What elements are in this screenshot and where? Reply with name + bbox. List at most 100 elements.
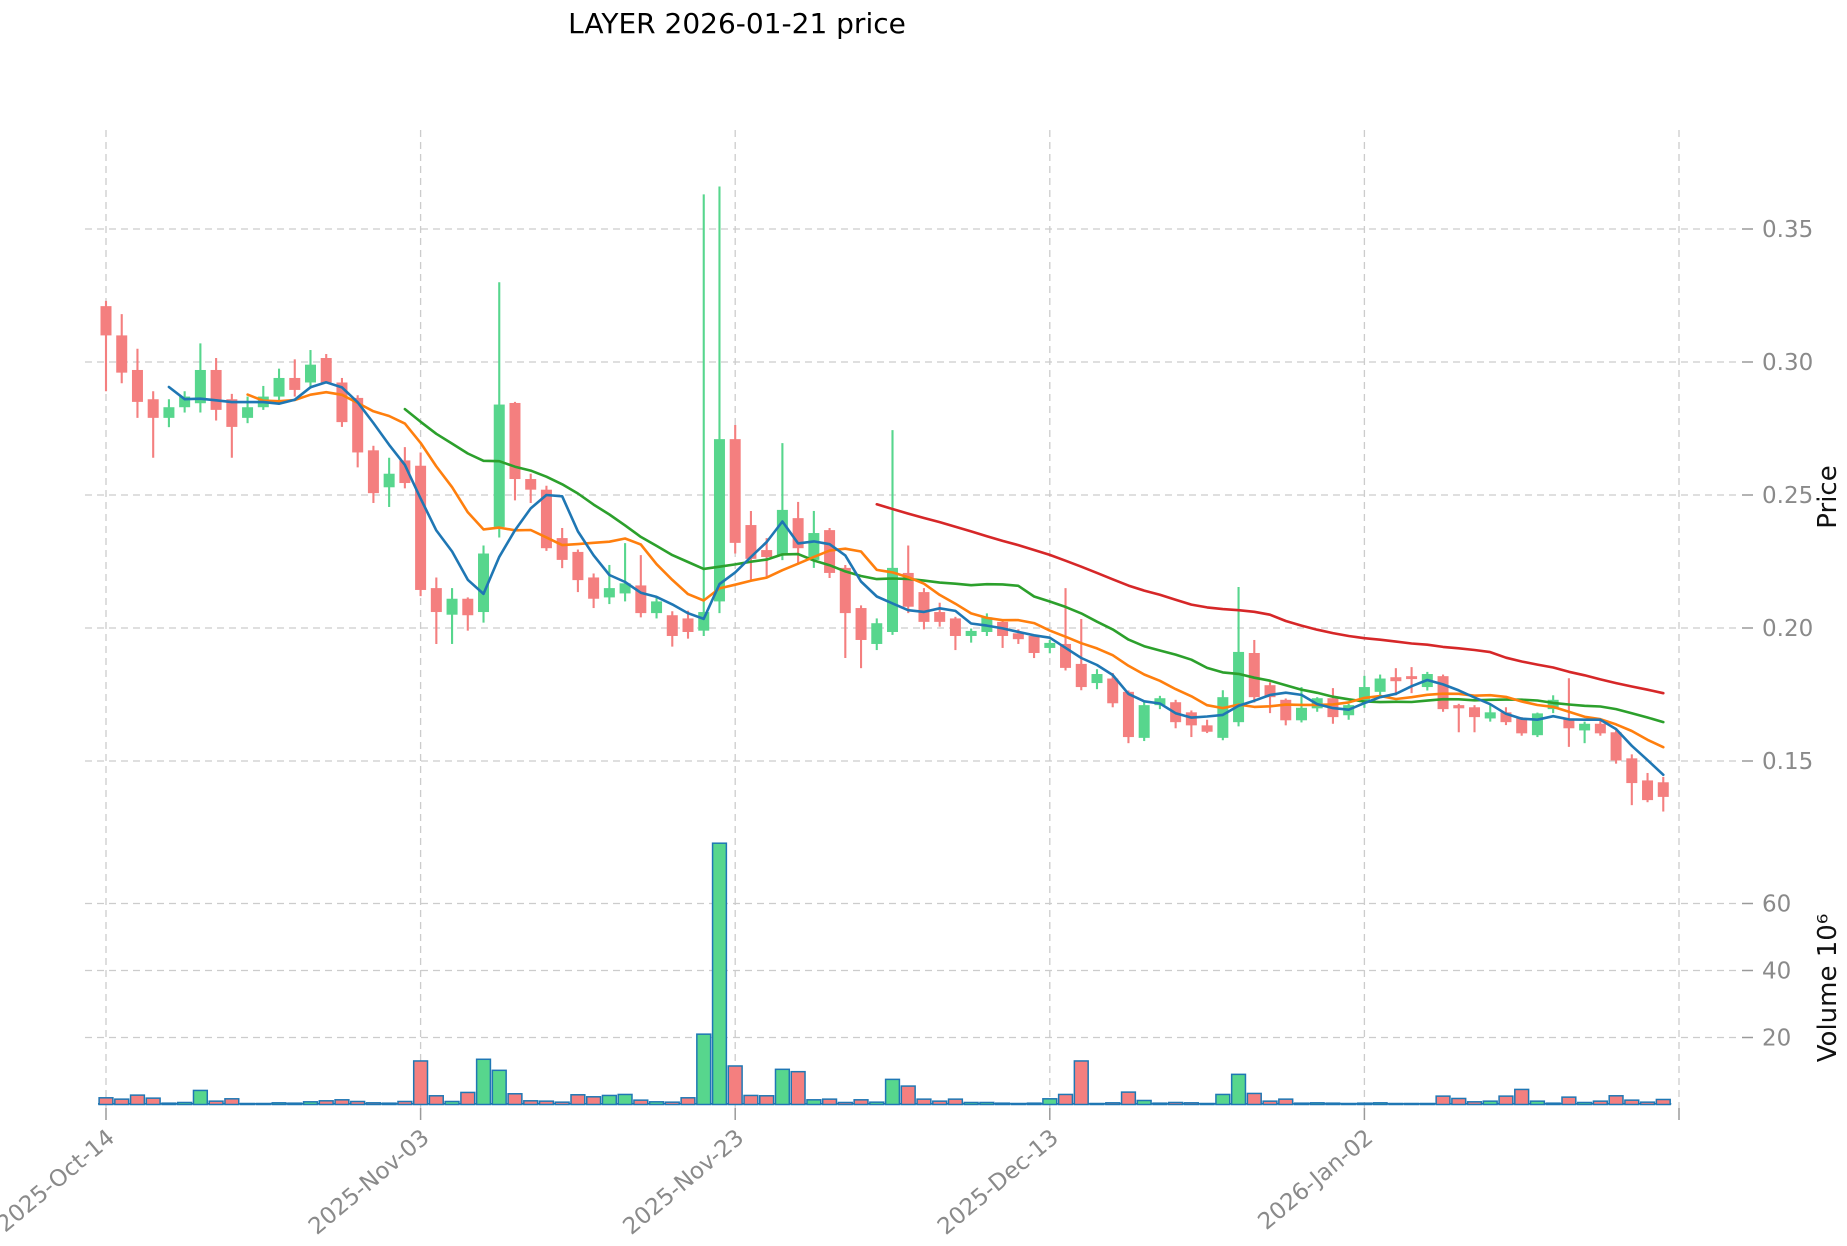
candle-body — [1012, 633, 1024, 640]
volume-bar — [1624, 1099, 1640, 1106]
volume-bar — [1356, 1102, 1373, 1106]
volume-bar — [428, 1095, 444, 1106]
candle-body — [1500, 712, 1512, 723]
candle-body — [1531, 713, 1543, 736]
volume-bar — [1026, 1102, 1042, 1106]
volume-bar — [947, 1098, 964, 1106]
candle-body — [1547, 699, 1559, 710]
candle-body — [1217, 697, 1229, 738]
volume-bar — [397, 1100, 413, 1106]
volume-bar — [1639, 1101, 1656, 1106]
candle-body — [446, 598, 458, 615]
volume-bar — [1136, 1099, 1152, 1106]
volume-bar — [239, 1102, 256, 1106]
ma-line-sma50 — [875, 502, 1665, 695]
volume-bar — [192, 1089, 209, 1106]
candle-body — [745, 525, 757, 559]
candle-body — [304, 364, 316, 383]
candle-body — [1594, 723, 1606, 734]
volume-bar — [177, 1101, 193, 1106]
volume-bar — [853, 1099, 869, 1106]
candle-body — [1138, 705, 1150, 738]
volume-axis-title: Volume 10⁶ — [1813, 914, 1843, 1062]
candle-body — [839, 567, 851, 614]
candle-body — [1374, 678, 1386, 692]
volume-bar — [1073, 1060, 1089, 1106]
volume-bar — [224, 1098, 240, 1106]
candle-body — [1626, 758, 1638, 784]
candle-body — [336, 382, 348, 423]
candle-body — [1406, 676, 1418, 680]
volume-bar — [145, 1097, 161, 1106]
candle-body — [1154, 698, 1166, 706]
candle-body — [1484, 712, 1496, 719]
candle-body — [147, 399, 159, 418]
candle-body — [226, 399, 238, 427]
volume-bar — [696, 1033, 712, 1106]
volume-bar — [1293, 1102, 1310, 1106]
x-tick-label: 2026-Jan-02 — [1253, 1125, 1378, 1236]
candle-body — [210, 369, 222, 410]
candle-body — [1264, 685, 1276, 698]
price-tick-label: 0.15 — [1762, 749, 1813, 775]
candle-body — [934, 612, 946, 622]
volume-bar — [1167, 1101, 1184, 1106]
volume-bar — [963, 1101, 979, 1106]
volume-bar — [1309, 1102, 1325, 1106]
volume-bar — [98, 1097, 114, 1106]
candle-body — [179, 396, 191, 408]
volume-bar — [727, 1065, 743, 1106]
volume-bar — [711, 842, 728, 1106]
volume-bar — [129, 1094, 146, 1106]
volume-bar — [114, 1098, 130, 1106]
volume-bar — [617, 1093, 633, 1106]
candle-body — [776, 509, 788, 556]
volume-bar — [271, 1102, 287, 1106]
volume-panel — [98, 842, 1672, 1106]
volume-bar — [916, 1098, 932, 1106]
candle-body — [729, 439, 741, 543]
candle-body — [1469, 707, 1481, 718]
candle-body — [651, 601, 663, 614]
volume-bar — [1403, 1102, 1420, 1106]
volume-bar — [1655, 1098, 1671, 1106]
volume-bar — [869, 1101, 885, 1106]
volume-bar — [1010, 1102, 1026, 1106]
volume-bar — [475, 1058, 492, 1106]
volume-bar — [334, 1099, 350, 1106]
candle-body — [713, 439, 725, 602]
volume-bar — [1592, 1100, 1608, 1106]
volume-bar — [538, 1100, 555, 1106]
candle-body — [635, 585, 647, 614]
candle-body — [430, 588, 442, 613]
candle-body — [163, 407, 175, 418]
volume-bar — [444, 1100, 460, 1106]
candle-body — [415, 465, 427, 590]
candle-body — [1516, 718, 1528, 734]
volume-bar — [759, 1095, 775, 1106]
volume-bar — [1215, 1093, 1231, 1106]
candle-body — [273, 377, 285, 397]
volume-bar — [523, 1100, 539, 1106]
volume-bar — [208, 1100, 224, 1106]
candle-body — [1028, 635, 1040, 654]
candle-body — [855, 608, 867, 640]
volume-bar — [1388, 1102, 1404, 1106]
x-tick-label: 2025-Nov-03 — [304, 1125, 435, 1240]
volume-bar — [1105, 1102, 1121, 1106]
volume-bar — [633, 1099, 649, 1106]
price-tick-label: 0.20 — [1762, 616, 1813, 642]
candle-body — [1060, 643, 1072, 668]
ma-line-sma20 — [403, 407, 1665, 724]
candle-body — [194, 369, 206, 404]
price-panel — [100, 186, 1669, 812]
volume-bar — [1576, 1101, 1593, 1106]
candle-body — [1091, 674, 1103, 684]
candle-body — [1610, 732, 1622, 761]
volume-bar — [1529, 1100, 1546, 1106]
candle-body — [1453, 705, 1465, 709]
volume-bar — [460, 1091, 476, 1106]
candle-body — [1579, 723, 1591, 731]
